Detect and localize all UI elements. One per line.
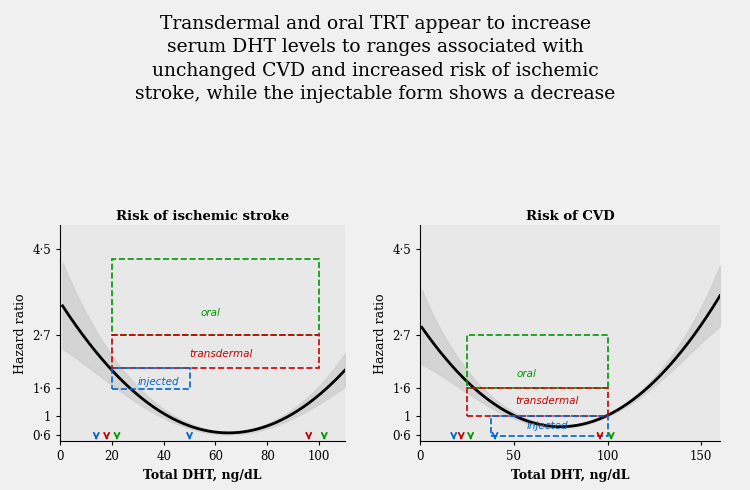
Bar	[112, 335, 319, 368]
X-axis label: Total DHT, ng/dL: Total DHT, ng/dL	[511, 468, 629, 482]
Text: Transdermal and oral TRT appear to increase
serum DHT levels to ranges associate: Transdermal and oral TRT appear to incre…	[135, 15, 615, 103]
Text: injected: injected	[526, 421, 568, 432]
Bar	[491, 416, 608, 436]
Bar	[112, 259, 319, 335]
Text: transdermal: transdermal	[516, 396, 579, 406]
Text: oral: oral	[200, 308, 220, 318]
Text: oral: oral	[517, 369, 537, 379]
Text: injected: injected	[138, 377, 179, 387]
Bar	[466, 335, 608, 388]
Text: transdermal: transdermal	[189, 349, 252, 359]
Bar	[466, 388, 608, 416]
Bar	[112, 368, 190, 389]
Y-axis label: Hazard ratio: Hazard ratio	[13, 293, 27, 373]
Title: Risk of ischemic stroke: Risk of ischemic stroke	[116, 210, 290, 223]
X-axis label: Total DHT, ng/dL: Total DHT, ng/dL	[143, 468, 262, 482]
Title: Risk of CVD: Risk of CVD	[526, 210, 614, 223]
Y-axis label: Hazard ratio: Hazard ratio	[374, 293, 387, 373]
